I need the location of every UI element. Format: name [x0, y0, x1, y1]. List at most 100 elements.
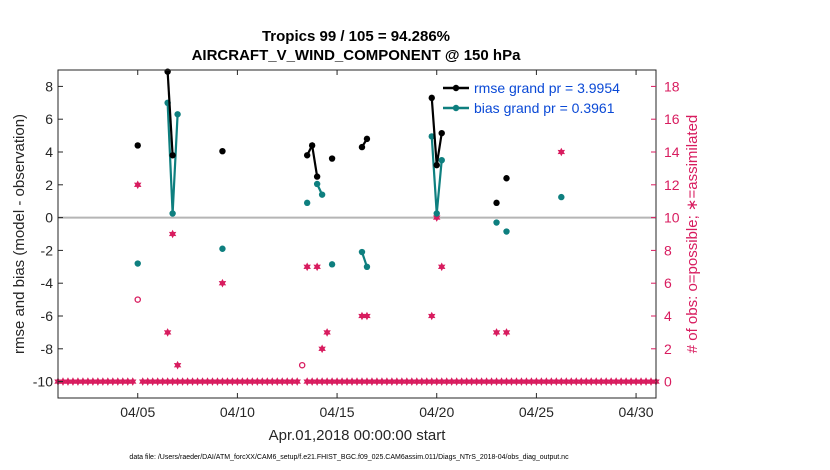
- rmse-point: [308, 142, 316, 149]
- obs-assimilated-marker: [99, 377, 107, 386]
- rmse-line: [166, 71, 174, 156]
- y-left-tick-label: -4: [41, 275, 54, 291]
- obs-assimilated-marker: [138, 377, 147, 386]
- y-right-tick-label: 8: [664, 242, 672, 258]
- bias-point: [219, 245, 226, 252]
- obs-assimilated-marker: [273, 377, 281, 386]
- y-left-tick-label: 4: [45, 144, 53, 160]
- obs-assimilated-marker: [173, 360, 182, 370]
- obs-assimilated-marker: [318, 344, 326, 354]
- y-right-tick-label: 0: [664, 374, 672, 390]
- obs-assimilated-marker: [308, 377, 316, 386]
- obs-assimilated-marker: [318, 377, 326, 386]
- y-right-tick-label: 10: [664, 210, 680, 226]
- bias-point: [503, 228, 510, 235]
- obs-assimilated-marker: [134, 180, 142, 190]
- rmse-point: [169, 152, 176, 159]
- obs-assimilated-marker: [218, 278, 227, 288]
- obs-assimilated-marker: [642, 377, 650, 386]
- x-tick-label: 04/10: [220, 404, 255, 420]
- obs-assimilated-marker: [243, 377, 252, 386]
- y-axis-left: -10 -8 -6 -4 -2 0 2 4 6 8: [33, 78, 63, 390]
- obs-possible-marker: [134, 296, 141, 303]
- obs-assimilated-marker: [79, 377, 87, 386]
- obs-assimilated-marker: [198, 377, 207, 386]
- obs-assimilated-marker: [452, 377, 461, 386]
- obs-assimilated-marker: [437, 377, 446, 386]
- obs-assimilated-marker: [323, 377, 331, 386]
- bias-point: [428, 133, 435, 140]
- obs-assimilated-marker: [163, 328, 172, 337]
- legend: rmse grand pr = 3.9954 bias grand pr = 0…: [443, 80, 620, 116]
- obs-assimilated-marker: [158, 377, 167, 386]
- bias-point: [438, 157, 445, 164]
- rmse-point: [438, 129, 445, 137]
- obs-assimilated-marker: [437, 262, 446, 272]
- bias-point: [169, 210, 176, 217]
- obs-assimilated-marker: [487, 377, 496, 386]
- plot-area: [54, 68, 660, 386]
- obs-assimilated-marker: [368, 377, 376, 386]
- obs-assimilated-marker: [168, 377, 177, 386]
- obs-assimilated-marker: [278, 377, 286, 386]
- obs-assimilated-marker: [303, 262, 311, 272]
- x-axis: 04/05 04/10 04/15 04/20 04/25 04/30: [120, 70, 654, 420]
- obs-assimilated-marker: [178, 377, 187, 386]
- rmse-line: [306, 141, 319, 177]
- y-left-tick-label: -10: [33, 374, 53, 390]
- obs-assimilated-marker: [104, 377, 112, 386]
- rmse-point: [134, 142, 141, 149]
- obs-assimilated-marker: [363, 377, 371, 386]
- rmse-point: [303, 152, 311, 159]
- rmse-point: [358, 143, 366, 151]
- obs-assimilated-marker: [607, 377, 615, 386]
- obs-assimilated-marker: [143, 377, 152, 386]
- obs-assimilated-marker: [492, 328, 501, 337]
- obs-assimilated-marker: [497, 377, 506, 386]
- obs-assimilated-marker: [94, 377, 102, 386]
- obs-possible-marker: [298, 361, 306, 369]
- obs-assimilated-marker: [447, 377, 456, 386]
- rmse-point: [328, 155, 336, 162]
- x-tick-label: 04/30: [619, 404, 654, 420]
- obs-assimilated-marker: [89, 377, 97, 386]
- obs-assimilated-marker: [512, 377, 521, 386]
- obs-assimilated-marker: [168, 229, 177, 239]
- obs-assimilated-marker: [442, 377, 451, 386]
- obs-assimilated-marker: [612, 377, 620, 386]
- obs-assimilated-marker: [597, 377, 605, 386]
- obs-assimilated-marker: [532, 377, 541, 386]
- obs-assimilated-marker: [398, 377, 406, 386]
- plot-frame: [57, 69, 657, 399]
- rmse-point: [313, 173, 321, 180]
- y-right-tick-label: 18: [664, 78, 680, 94]
- bias-point: [318, 191, 326, 198]
- bias-point: [303, 199, 311, 207]
- obs-assimilated-marker: [303, 377, 311, 386]
- rmse-point: [363, 135, 371, 143]
- legend-rmse-marker: [452, 84, 460, 92]
- legend-rmse-label: rmse grand pr = 3.9954: [474, 80, 620, 96]
- y-right-tick-label: 14: [664, 144, 680, 160]
- obs-assimilated-marker: [622, 377, 630, 386]
- y-left-tick-label: -6: [41, 308, 54, 324]
- obs-assimilated-marker: [358, 377, 366, 386]
- legend-bias-marker: [452, 104, 460, 112]
- footnote: data file: /Users/raeder/DAI/ATM_forcXX/…: [129, 454, 569, 461]
- obs-assimilated-marker: [562, 377, 571, 386]
- obs-assimilated-marker: [333, 377, 341, 386]
- obs-assimilated-marker: [268, 377, 277, 386]
- obs-assimilated-marker: [313, 262, 321, 272]
- obs-assimilated-marker: [263, 377, 272, 386]
- obs-assimilated-marker: [213, 377, 222, 386]
- x-axis-label: Apr.01,2018 00:00:00 start: [269, 427, 447, 444]
- obs-assimilated-marker: [84, 377, 92, 386]
- obs-assimilated-marker: [582, 377, 590, 386]
- obs-assimilated-marker: [188, 377, 197, 386]
- obs-assimilated-marker: [428, 311, 436, 321]
- y-axis-right-label: # of obs: o=possible; ∗=assimilated: [684, 115, 701, 354]
- obs-assimilated-marker: [203, 377, 212, 386]
- y-right-tick-label: 2: [664, 341, 672, 357]
- obs-assimilated-marker: [69, 377, 77, 386]
- obs-assimilated-marker: [577, 377, 585, 386]
